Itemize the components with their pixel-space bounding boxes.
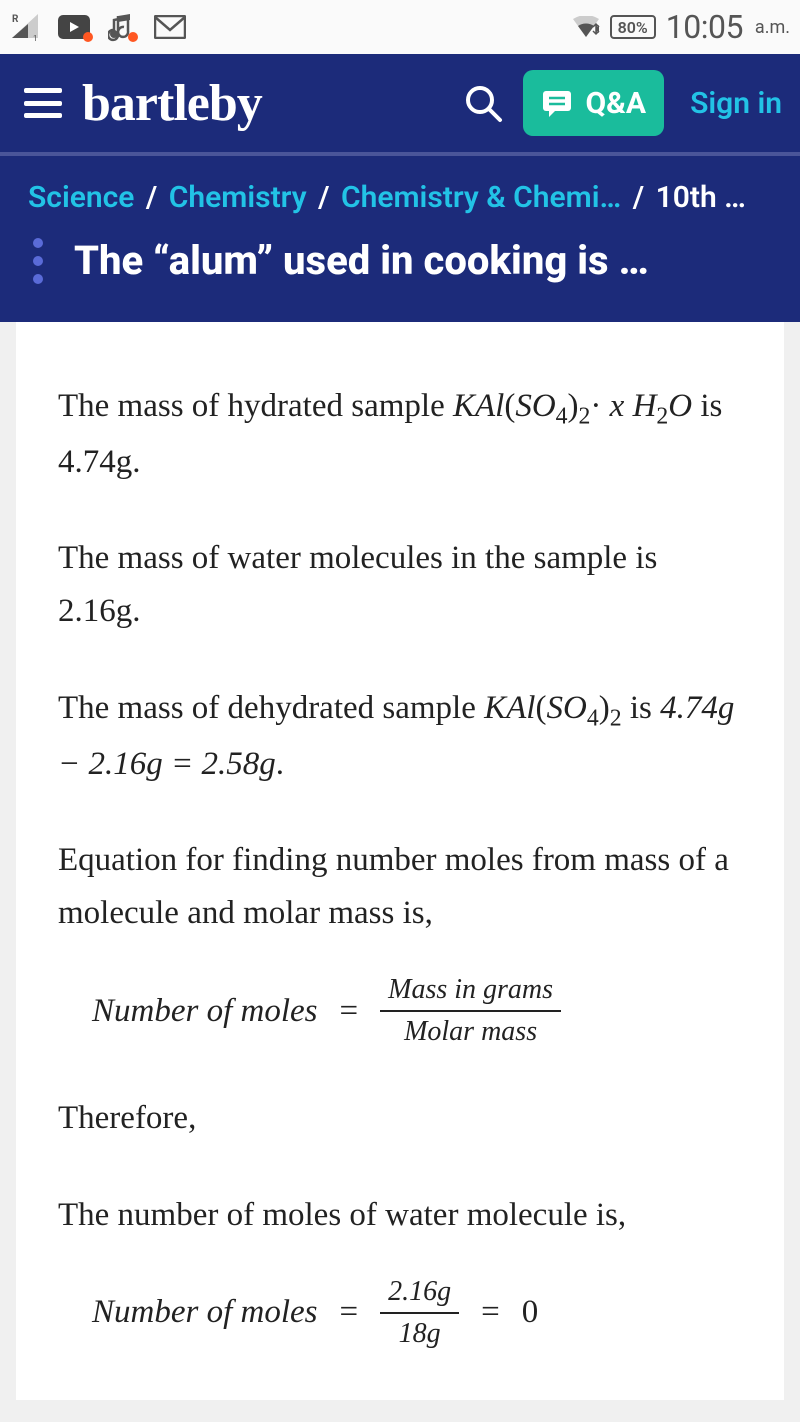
svg-text:R: R [12,14,19,25]
breadcrumb-edition: 10th … [656,180,746,215]
solution-card: Given, The mass of hydrated sample KAl(S… [16,322,784,1400]
android-status-bar: R1 80% 10:05 a.m. [0,0,800,54]
wifi-icon [572,16,600,38]
title-row: The “alum” used in cooking is … [28,237,772,284]
paragraph-equation-intro: Equation for finding number moles from m… [58,834,742,940]
content-area: Given, The mass of hydrated sample KAl(S… [0,322,800,1400]
breadcrumb-sep: / [146,180,157,215]
qa-button-label: Q&A [585,86,646,121]
gmail-icon [154,15,186,39]
chat-icon [541,87,573,119]
paragraph-water-moles-intro: The number of moles of water molecule is… [58,1189,742,1242]
breadcrumb-sep: / [633,180,644,215]
qa-button[interactable]: Q&A [523,70,664,136]
given-fragment: Given, [58,322,742,336]
breadcrumb-sep: / [318,180,329,215]
breadcrumb-book[interactable]: Chemistry & Chemi… [341,180,621,215]
clock-time: 10:05 [666,8,743,46]
app-header: bartleby Q&A Sign in [0,54,800,156]
status-right-icons: 80% 10:05 a.m. [572,8,790,46]
paragraph-water-mass: The mass of water molecules in the sampl… [58,532,742,638]
signin-link[interactable]: Sign in [690,86,782,121]
battery-level: 80% [610,15,656,39]
page-title: The “alum” used in cooking is … [74,237,649,284]
equation-moles-definition: Number of moles = Mass in grams Molar ma… [92,974,742,1048]
paragraph-dehydrated-mass: The mass of dehydrated sample KAl(SO4)2 … [58,682,742,790]
breadcrumb-chemistry[interactable]: Chemistry [169,180,307,215]
equation-water-moles: Number of moles = 2.16g 18g = 0 [92,1276,742,1350]
breadcrumb-science[interactable]: Science [28,180,134,215]
brand-logo[interactable]: bartleby [82,74,262,133]
paragraph-hydrated-mass: The mass of hydrated sample KAl(SO4)2· x… [58,380,742,488]
signal-roaming-icon: R1 [10,12,40,42]
music-notification-icon [108,12,136,42]
youtube-notification-icon [58,15,90,39]
clock-ampm: a.m. [755,17,790,38]
svg-text:1: 1 [33,34,38,42]
breadcrumb: Science / Chemistry / Chemistry & Chemi…… [28,180,772,215]
menu-hamburger-icon[interactable] [24,88,62,118]
sub-header: Science / Chemistry / Chemistry & Chemi…… [0,156,800,322]
search-icon[interactable] [463,83,503,123]
paragraph-therefore: Therefore, [58,1092,742,1145]
status-left-icons: R1 [10,12,186,42]
kebab-menu-icon[interactable] [28,238,48,284]
